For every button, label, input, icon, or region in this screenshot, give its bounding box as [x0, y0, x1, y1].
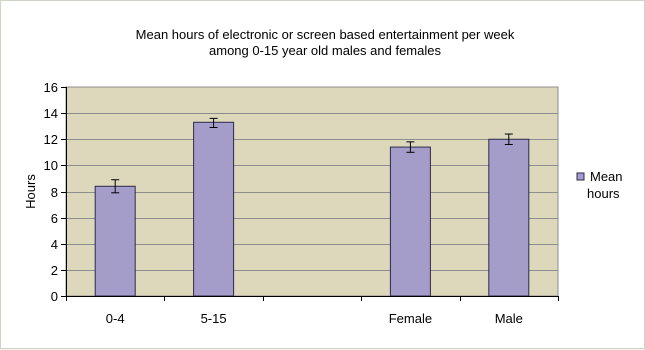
chart-title-line-1: Mean hours of electronic or screen based… [136, 27, 515, 42]
legend: Mean hours [576, 169, 623, 201]
tick-labels: 0 2 4 6 8 10 12 14 16 [44, 80, 58, 304]
grid-lines [66, 113, 558, 271]
bar [488, 138, 530, 297]
y-tick-label: 16 [44, 80, 58, 95]
chart-title-line-2: among 0-15 year old males and females [209, 43, 441, 58]
x-category-label: Male [495, 311, 523, 326]
bar [94, 185, 136, 297]
axes [61, 87, 559, 301]
y-tick-label: 12 [44, 132, 58, 147]
x-category-label: Female [389, 311, 432, 326]
legend-label-line-2: hours [587, 186, 620, 201]
legend-swatch [576, 172, 585, 181]
bar [389, 146, 431, 297]
plot-area [65, 86, 559, 297]
legend-label-line-1: Mean [590, 169, 623, 184]
y-tick-label: 14 [44, 106, 58, 121]
y-tick-label: 10 [44, 158, 58, 173]
bar [193, 121, 235, 297]
bars [94, 121, 530, 297]
x-category-label: 5-15 [201, 311, 227, 326]
x-category-label: 0-4 [106, 311, 125, 326]
category-labels: 0-4 5-15 Female Male [106, 311, 523, 326]
y-tick-label: 8 [51, 185, 58, 200]
y-tick-label: 4 [51, 237, 58, 252]
y-tick-label: 0 [51, 289, 58, 304]
y-tick-label: 6 [51, 211, 58, 226]
error-bars [111, 117, 513, 194]
y-tick-label: 2 [51, 263, 58, 278]
y-axis-title: Hours [23, 174, 38, 209]
